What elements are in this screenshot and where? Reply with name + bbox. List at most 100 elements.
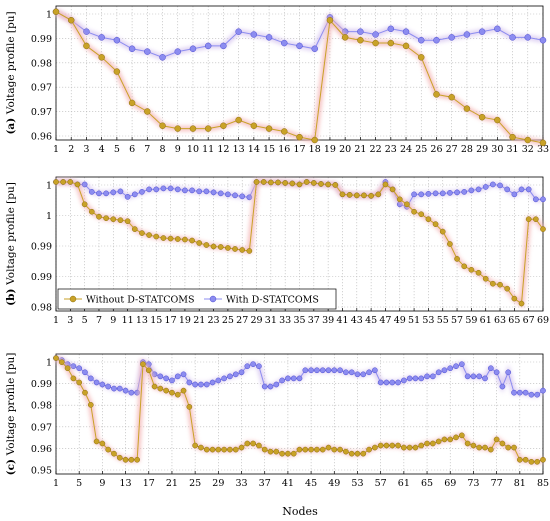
series-with-point [406, 375, 413, 382]
series-with-point [88, 189, 95, 195]
series-with-point [448, 34, 455, 41]
series-without-point [160, 235, 167, 241]
series-without-point [169, 389, 175, 396]
series-without-point [343, 448, 349, 455]
x-tick-label: 25 [415, 144, 427, 155]
series-without-point [325, 181, 331, 188]
series-without-point [389, 442, 396, 449]
x-tick-label: 18 [309, 144, 321, 155]
x-tick-label: 1 [53, 478, 59, 489]
series-with-point [159, 54, 166, 61]
series-with-point [99, 381, 106, 388]
x-tick-label: 2 [68, 144, 74, 155]
series-without-point [232, 446, 239, 453]
x-tick-label: 1 [53, 315, 59, 326]
series-with-point [131, 191, 138, 198]
x-tick-label: 7 [96, 315, 102, 326]
series-without-point [337, 446, 343, 453]
x-tick-label: 57 [375, 478, 387, 489]
series-without-point [310, 180, 317, 186]
x-tick-label: 29 [250, 315, 262, 326]
series-with-point [441, 367, 448, 374]
series-with-point [468, 187, 475, 194]
legend-label-with: With D-STATCOMS [226, 295, 319, 306]
series-without-point [516, 456, 523, 463]
series-with-point [387, 25, 395, 33]
x-tick-label: 61 [398, 478, 410, 489]
series-without-point [146, 232, 152, 238]
series-without-point [157, 385, 164, 392]
series-with-point [244, 363, 251, 370]
series-without-point [540, 226, 546, 232]
series-with-point [325, 367, 332, 374]
series-with-point [360, 371, 367, 378]
series-with-point [290, 375, 297, 382]
series-without-point [528, 458, 535, 465]
series-with-point [453, 363, 459, 370]
series-without-point [96, 213, 102, 220]
legend: Without D-STATCOMS With D-STATCOMS [57, 288, 337, 310]
series-with-point [475, 186, 482, 193]
series-without-point [424, 440, 430, 447]
series-without-point [463, 105, 471, 112]
series-without-point [285, 450, 291, 457]
series-with-point [157, 373, 164, 380]
x-tick-label: 43 [351, 315, 363, 326]
y-tick-label: 0.97 [31, 83, 52, 94]
series-with-point [198, 381, 204, 388]
series-without-point [238, 444, 245, 451]
series-with-point [110, 189, 117, 196]
x-tick-label: 7 [144, 144, 150, 155]
series-with-point [494, 25, 501, 33]
x-tick-label: 32 [522, 144, 534, 155]
series-without-point [225, 245, 231, 251]
x-tick-label: 15 [150, 315, 162, 326]
x-tick-label: 37 [259, 478, 271, 489]
series-without-point [103, 215, 109, 222]
series-with-point [302, 367, 309, 374]
series-without-point [360, 450, 367, 457]
series-without-point [87, 401, 94, 408]
series-with-point [250, 361, 256, 368]
x-tick-label: 33 [537, 144, 549, 155]
series-with-point [534, 391, 541, 398]
series-without-point [311, 136, 318, 144]
series-with-point [246, 194, 253, 201]
y-tick-label: 0.98 [31, 303, 52, 314]
series-without-point [296, 446, 303, 453]
series-with-point [105, 383, 112, 390]
y-axis-label: (a) Voltage profile [pu] [5, 11, 17, 134]
x-tick-label: 3 [67, 315, 73, 326]
series-with-point [540, 387, 546, 394]
series-without-point [198, 444, 204, 451]
series-without-point [265, 125, 273, 132]
series-with-point [281, 39, 288, 47]
series-with-point [182, 187, 188, 194]
series-with-point [461, 189, 468, 195]
series-without-point [167, 235, 174, 242]
series-without-point [368, 193, 374, 199]
series-without-point [145, 367, 152, 374]
series-without-point [227, 446, 233, 453]
series-with-point [153, 186, 160, 193]
series-with-point [76, 365, 83, 372]
series-without-point [275, 179, 281, 186]
legend-box [57, 288, 337, 310]
series-without-point [522, 456, 529, 463]
series-with-point [265, 34, 273, 41]
series-with-point [116, 385, 123, 392]
series-without-point [331, 446, 338, 453]
x-tick-label: 53 [422, 315, 434, 326]
series-with-point [482, 375, 488, 382]
x-tick-label: 6 [129, 144, 135, 155]
series-with-point [215, 377, 222, 384]
series-with-point [209, 379, 216, 386]
series-with-point [487, 365, 494, 372]
x-tick-label: 49 [394, 315, 406, 326]
series-with-point [192, 381, 198, 388]
x-tick-label: 31 [507, 144, 519, 155]
series-without-point [509, 133, 516, 141]
series-without-point [361, 192, 367, 199]
series-without-point [196, 240, 203, 246]
x-tick-label: 13 [136, 315, 148, 326]
